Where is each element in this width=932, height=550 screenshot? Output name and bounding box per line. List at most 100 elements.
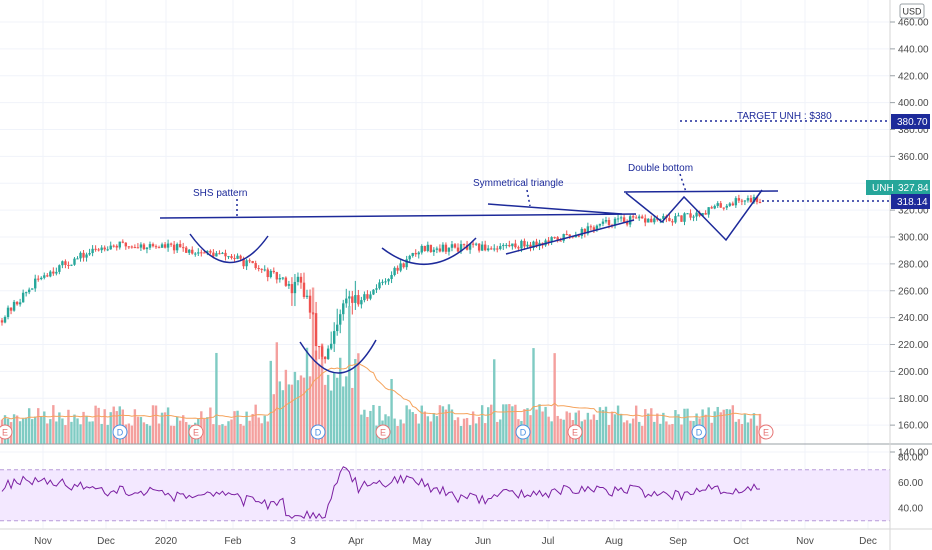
candle-body (480, 244, 484, 251)
candle-body (553, 237, 556, 239)
triangle-top[interactable] (487, 203, 623, 215)
candle-body (743, 200, 747, 202)
volume-bar (363, 409, 366, 444)
volume-bar (628, 423, 632, 444)
candle-body (181, 247, 185, 249)
volume-bar (206, 417, 209, 444)
dividend-marker[interactable]: D (112, 424, 128, 440)
candle-body (686, 213, 689, 215)
event-marker-circle (310, 424, 326, 440)
volume-bar (342, 386, 345, 444)
candle-body (471, 243, 475, 245)
earnings-marker[interactable]: E (758, 424, 774, 440)
crash-cup[interactable] (299, 339, 377, 374)
triangle-bottom[interactable] (505, 219, 635, 255)
volume-bar (462, 418, 466, 444)
volume-bar (163, 412, 167, 444)
currency-box[interactable] (899, 3, 925, 19)
spring-cup[interactable] (381, 237, 477, 266)
volume-bar (305, 347, 309, 444)
candle-body (659, 218, 662, 220)
candle-body (109, 245, 112, 250)
earnings-marker[interactable]: E (375, 424, 391, 440)
candle-body (351, 296, 354, 303)
volume-bar (396, 425, 399, 444)
support-level-label: 318.14 (897, 197, 928, 208)
earnings-marker[interactable]: E (0, 424, 13, 440)
double-bottom-pointer[interactable] (679, 173, 687, 193)
candle-body (465, 244, 469, 250)
candle-body (218, 253, 221, 255)
volume-bar (544, 406, 547, 444)
volume-bar (160, 412, 164, 444)
volume-bar (257, 417, 260, 444)
candle-body (221, 252, 224, 254)
double-bottom-w[interactable] (625, 189, 763, 242)
dividend-marker[interactable]: D (691, 424, 707, 440)
volume-bar (511, 406, 514, 444)
rsi-axis-labels: 40.00 60.00 80.00 (898, 453, 923, 515)
earnings-marker[interactable]: E (188, 424, 204, 440)
candle-body (293, 281, 297, 294)
shs-left-cup[interactable] (189, 233, 269, 264)
x-tick-label: Sep (669, 536, 687, 547)
volume-bar (423, 411, 426, 444)
candle-body (414, 252, 417, 255)
volume-bar (103, 409, 106, 444)
volume-bar (378, 405, 381, 444)
candle-body (752, 196, 756, 203)
double-bottom-top[interactable] (623, 190, 779, 193)
last-price-value: 327.84 (898, 183, 929, 194)
candle-body (191, 249, 194, 254)
candle-body (37, 278, 40, 280)
candle-body (393, 267, 396, 276)
target-annotation: TARGET UNH : $380 (737, 111, 832, 122)
candle-body (272, 270, 275, 273)
candle-body (583, 228, 587, 234)
volume-bar (411, 412, 414, 444)
volume-bar (12, 414, 16, 444)
candle-body (502, 244, 505, 247)
candle-body (197, 252, 200, 254)
candle-body (299, 276, 303, 283)
x-tick-label: Aug (605, 536, 623, 547)
volume-bar (408, 409, 411, 444)
candle-body (604, 220, 608, 222)
triangle-pointer[interactable] (526, 189, 531, 207)
neckline-trend[interactable] (159, 213, 637, 219)
candle-body (378, 282, 381, 289)
volume-bar (438, 405, 442, 444)
candle-body (194, 253, 197, 255)
volume-bar (598, 407, 602, 444)
volume-bar (185, 422, 188, 444)
candle-body (438, 248, 442, 252)
candle-body (336, 324, 339, 332)
candle-body (112, 245, 115, 247)
candle-body (342, 303, 345, 315)
pattern-drawings[interactable] (159, 120, 890, 374)
candle-body (668, 217, 671, 222)
volume-bar (505, 404, 508, 444)
candle-body (565, 234, 568, 236)
earnings-marker[interactable]: E (567, 424, 583, 440)
candle-body (601, 221, 605, 224)
candle-body (426, 244, 430, 251)
y-tick-label: 400.00 (898, 98, 929, 109)
volume-bar (70, 421, 73, 444)
candle-body (308, 295, 312, 313)
dividend-marker[interactable]: D (515, 424, 531, 440)
volume-bar (562, 419, 565, 444)
volume-bar (224, 425, 227, 444)
candle-body (230, 256, 233, 258)
dividend-marker[interactable]: D (310, 424, 326, 440)
candle-body (366, 294, 369, 299)
volume-bar (722, 409, 725, 444)
volume-bar (752, 413, 756, 444)
volume-bar (689, 420, 692, 444)
candle-body (326, 348, 330, 360)
candle-body (82, 252, 85, 258)
volume-bar (402, 423, 405, 444)
candle-body (178, 244, 182, 248)
